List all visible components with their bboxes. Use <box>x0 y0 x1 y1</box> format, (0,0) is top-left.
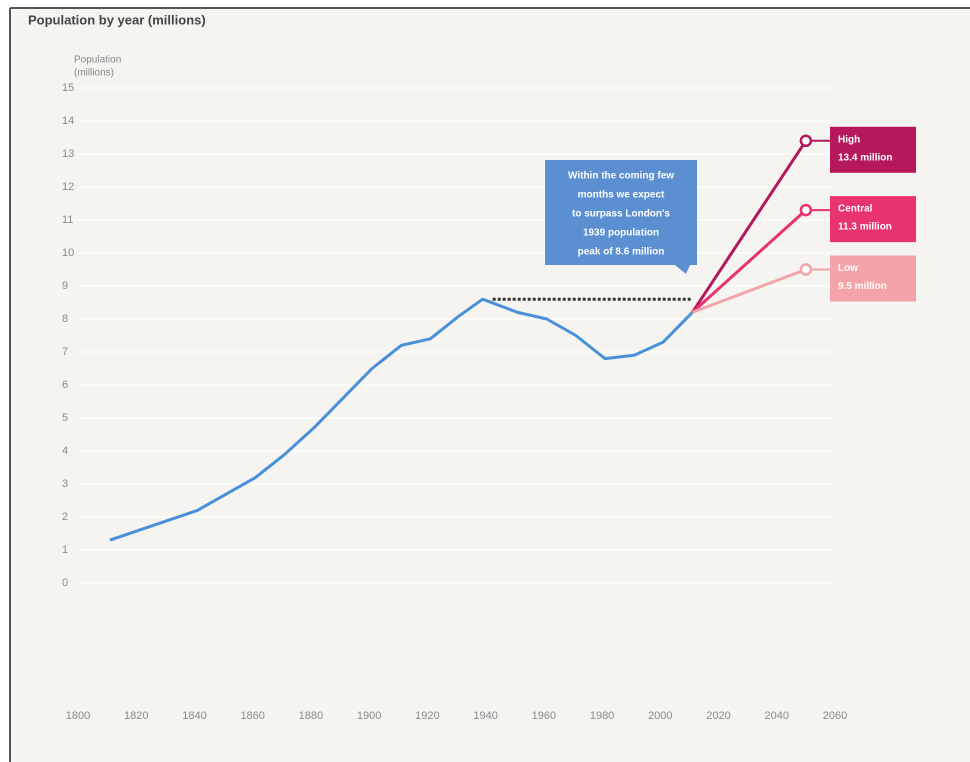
y-tick-label: 12 <box>62 181 74 193</box>
y-tick-label: 13 <box>62 148 74 160</box>
chart: Population by year (millions) Population… <box>0 0 970 762</box>
y-axis-label: (millions) <box>74 68 114 79</box>
y-tick-label: 9 <box>62 280 68 292</box>
x-tick-label: 1880 <box>299 710 323 722</box>
x-tick-label: 2020 <box>706 710 730 722</box>
x-tick-label: 1860 <box>240 710 264 722</box>
y-tick-label: 11 <box>62 214 73 226</box>
y-tick-label: 15 <box>62 82 74 94</box>
x-tick-label: 1980 <box>590 710 614 722</box>
y-axis-label: Population <box>74 55 121 66</box>
x-tick-label: 2040 <box>765 710 789 722</box>
value-label: 11.3 million <box>838 222 892 233</box>
annotation-text: months we expect <box>578 190 665 201</box>
x-tick-label: 1800 <box>66 710 90 722</box>
end-point <box>801 265 811 275</box>
annotation-text: to surpass London's <box>572 209 670 220</box>
x-tick-label: 1940 <box>473 710 497 722</box>
x-tick-label: 1900 <box>357 710 381 722</box>
chart-title: Population by year (millions) <box>28 12 206 27</box>
value-label: 9.5 million <box>838 281 887 292</box>
legend-label: High <box>838 134 860 145</box>
y-tick-label: 1 <box>62 544 68 556</box>
x-tick-label: 1840 <box>182 710 206 722</box>
y-tick-label: 14 <box>62 115 74 127</box>
end-point <box>801 136 811 146</box>
legend-label: Central <box>838 204 873 215</box>
y-tick-label: 6 <box>62 379 68 391</box>
x-tick-label: 1920 <box>415 710 439 722</box>
y-tick-label: 7 <box>62 346 68 358</box>
value-label: 13.4 million <box>838 152 892 163</box>
end-point <box>801 205 811 215</box>
annotation-text: peak of 8.6 million <box>578 247 665 258</box>
y-tick-label: 8 <box>62 313 68 325</box>
y-tick-label: 4 <box>62 445 68 457</box>
y-tick-label: 5 <box>62 412 68 424</box>
y-tick-label: 0 <box>62 577 68 589</box>
page: {"chart_data": { "type": "line", "title"… <box>0 0 970 762</box>
y-tick-label: 2 <box>62 511 68 523</box>
x-tick-label: 1960 <box>532 710 556 722</box>
x-tick-label: 1820 <box>124 710 148 722</box>
y-tick-label: 3 <box>62 478 68 490</box>
x-tick-label: 2000 <box>648 710 672 722</box>
x-tick-label: 2060 <box>823 710 847 722</box>
annotation-text: Within the coming few <box>568 171 674 182</box>
annotation-text: 1939 population <box>583 228 659 239</box>
y-tick-label: 10 <box>62 247 74 259</box>
legend-label: Low <box>838 263 858 274</box>
